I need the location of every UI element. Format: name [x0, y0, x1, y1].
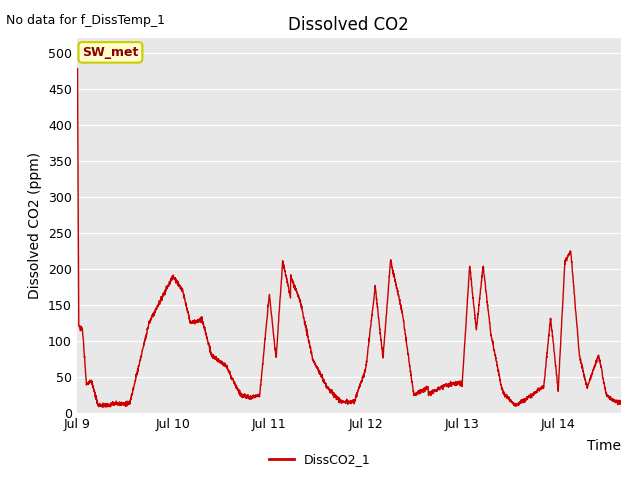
Legend: DissCO2_1: DissCO2_1: [264, 448, 376, 471]
Text: Time: Time: [587, 439, 621, 453]
Title: Dissolved CO2: Dissolved CO2: [289, 16, 409, 34]
Y-axis label: Dissolved CO2 (ppm): Dissolved CO2 (ppm): [28, 152, 42, 299]
Text: No data for f_DissTemp_1: No data for f_DissTemp_1: [6, 14, 165, 27]
Text: SW_met: SW_met: [82, 46, 139, 59]
